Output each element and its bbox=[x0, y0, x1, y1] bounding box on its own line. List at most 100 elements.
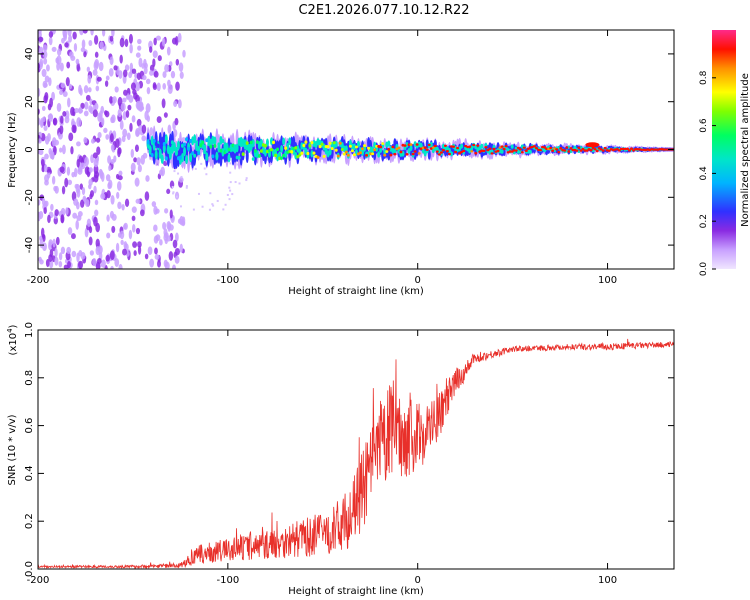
speckle bbox=[179, 205, 182, 208]
carrier-cell bbox=[274, 153, 278, 158]
carrier-cell bbox=[183, 146, 187, 157]
noise-blob bbox=[95, 238, 100, 248]
noise-blob bbox=[78, 155, 83, 163]
carrier-cell bbox=[514, 149, 518, 152]
noise-blob bbox=[134, 144, 139, 152]
carrier-cell bbox=[245, 148, 249, 164]
noise-blob bbox=[64, 177, 69, 188]
noise-blob bbox=[94, 199, 99, 206]
carrier-cell bbox=[630, 147, 634, 150]
carrier-cell bbox=[316, 155, 320, 159]
noise-blob bbox=[156, 82, 161, 92]
carrier-cell bbox=[322, 154, 326, 159]
noise-blob bbox=[59, 62, 64, 72]
noise-blob bbox=[101, 117, 105, 127]
carrier-cell bbox=[504, 144, 508, 148]
noise-blob bbox=[172, 264, 176, 269]
noise-blob bbox=[142, 75, 147, 81]
noise-blob bbox=[113, 155, 117, 163]
carrier-cell bbox=[150, 152, 154, 158]
carrier-cell bbox=[549, 146, 553, 150]
noise-blob bbox=[163, 112, 168, 118]
noise-blob bbox=[117, 96, 123, 107]
carrier-cell bbox=[320, 142, 324, 146]
noise-blob bbox=[157, 260, 161, 268]
noise-blob bbox=[129, 122, 133, 132]
noise-blob bbox=[83, 137, 88, 144]
carrier-cell bbox=[516, 146, 520, 150]
speckle bbox=[208, 208, 211, 211]
speckle bbox=[234, 181, 237, 184]
noise-blob bbox=[77, 210, 83, 217]
carrier-cell bbox=[358, 151, 362, 155]
carrier-cell bbox=[310, 141, 314, 145]
noise-blob bbox=[46, 64, 50, 72]
noise-blob bbox=[76, 62, 80, 72]
noise-blob bbox=[41, 105, 46, 112]
noise-blob bbox=[155, 35, 161, 41]
snr-axes: -200 -100 0 100 0.0 0.2 0.4 0.6 0.8 1.0 bbox=[24, 322, 674, 586]
noise-blob bbox=[161, 37, 166, 47]
carrier-cell bbox=[148, 146, 152, 151]
carrier-cell bbox=[427, 143, 431, 147]
noise-blob bbox=[70, 233, 76, 240]
carrier-cell bbox=[470, 150, 474, 153]
carrier-cell bbox=[441, 148, 445, 152]
noise-blob bbox=[84, 101, 89, 110]
colorbar: 0.0 0.2 0.4 0.6 0.8 Normalized spectral ampl… bbox=[699, 30, 750, 276]
noise-blob bbox=[110, 265, 114, 269]
snr-ytick-label: 1.0 bbox=[24, 322, 35, 338]
noise-blob bbox=[81, 187, 86, 196]
noise-blob bbox=[109, 35, 114, 42]
carrier-cell bbox=[263, 148, 267, 157]
carrier-cell bbox=[219, 148, 223, 153]
noise-blob bbox=[89, 193, 93, 200]
noise-blob bbox=[154, 254, 160, 260]
noise-blob bbox=[167, 222, 171, 232]
carrier-cell bbox=[197, 151, 201, 156]
noise-blob bbox=[156, 116, 162, 123]
carrier-cell bbox=[342, 152, 346, 156]
noise-blob bbox=[41, 116, 46, 123]
noise-blob bbox=[147, 246, 153, 255]
noise-blob bbox=[104, 110, 110, 118]
noise-blob bbox=[132, 241, 138, 248]
carrier-cell bbox=[439, 151, 443, 154]
noise-blob bbox=[66, 61, 71, 69]
noise-blob bbox=[56, 48, 62, 56]
noise-blob bbox=[172, 239, 178, 249]
noise-blob bbox=[109, 56, 114, 66]
carrier-cell bbox=[183, 142, 187, 147]
speckle bbox=[211, 203, 214, 206]
carrier-cell bbox=[573, 145, 577, 149]
colorbar-tick-label: 0.0 bbox=[699, 262, 709, 277]
carrier-cell bbox=[593, 147, 597, 151]
speckle bbox=[216, 199, 219, 202]
speckle bbox=[175, 195, 178, 198]
carrier-cell bbox=[156, 143, 160, 149]
carrier-cell bbox=[300, 151, 304, 155]
noise-blob bbox=[129, 43, 133, 54]
carrier-cell bbox=[187, 146, 191, 151]
carrier-cell bbox=[282, 153, 286, 158]
carrier-cell bbox=[617, 149, 621, 152]
noise-blob bbox=[114, 258, 120, 267]
noise-blob bbox=[135, 52, 141, 58]
noise-blob bbox=[41, 68, 47, 78]
carrier-cell bbox=[338, 141, 342, 145]
carrier-cell bbox=[219, 135, 223, 145]
noise-blob bbox=[123, 222, 128, 230]
carrier-cell bbox=[352, 143, 356, 151]
noise-blob bbox=[38, 149, 44, 156]
carrier-cell bbox=[302, 143, 306, 148]
noise-blob bbox=[68, 34, 73, 43]
carrier-cell bbox=[282, 137, 286, 146]
spectrogram-xtick-label: 0 bbox=[415, 275, 421, 286]
noise-blob bbox=[164, 64, 170, 73]
noise-blob bbox=[143, 66, 148, 75]
carrier-cell bbox=[168, 150, 172, 160]
noise-blob bbox=[97, 112, 102, 123]
carrier-cell bbox=[233, 144, 237, 149]
carrier-cell bbox=[528, 149, 532, 154]
noise-blob bbox=[101, 172, 105, 182]
